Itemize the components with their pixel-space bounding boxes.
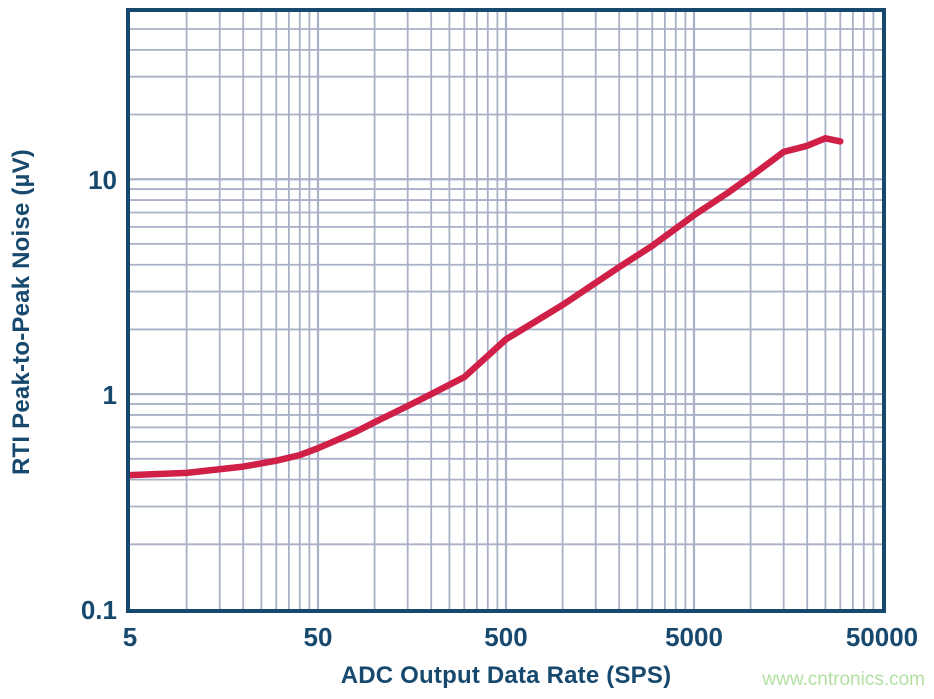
y-tick-label: 10 <box>88 165 117 195</box>
x-tick-label: 50000 <box>846 622 918 652</box>
plot-border <box>126 8 886 613</box>
y-axis-title: RTI Peak-to-Peak Noise (µV) <box>8 149 35 475</box>
watermark: www.cntronics.com <box>762 669 925 690</box>
noise-curve <box>126 135 844 479</box>
y-tick-label: 1 <box>103 380 117 410</box>
x-tick-label: 5000 <box>665 622 723 652</box>
x-tick-label: 50 <box>304 622 333 652</box>
x-tick-label: 500 <box>484 622 527 652</box>
y-tick-label: 0.1 <box>81 595 117 625</box>
x-axis-title: ADC Output Data Rate (SPS) <box>340 662 672 689</box>
x-tick-label: 5 <box>123 622 137 652</box>
